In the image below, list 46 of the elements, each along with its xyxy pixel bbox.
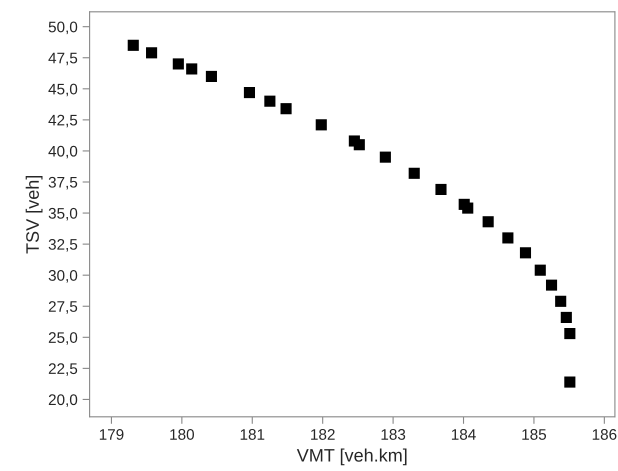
x-tick-label: 183 [382,429,406,440]
x-tick-label: 184 [452,429,476,440]
y-tick-label: 45,0 [48,84,78,96]
y-tick-label: 27,5 [48,301,78,314]
point [408,168,420,179]
point [534,264,546,276]
point [380,152,391,163]
point [280,103,292,114]
y-tick-label: 37,5 [48,176,78,190]
y-tick-label: 50,0 [48,22,78,34]
y-tick-label: 20,0 [48,394,78,407]
point [564,328,576,340]
y-tick-label: 35,0 [48,208,78,221]
point [172,58,184,70]
y-tick-label: 32,5 [48,238,78,252]
point [316,119,327,130]
x-tick-label: 182 [311,429,335,440]
point [560,312,572,323]
point [186,63,198,74]
point [128,40,139,51]
point [502,232,514,244]
y-tick-label: 30,0 [48,270,78,283]
y-tick-label: 47,5 [48,52,78,66]
x-tick-label: 180 [170,429,194,440]
point [482,216,494,228]
point [206,70,217,82]
point [264,96,276,107]
point [244,86,256,98]
point [146,47,158,58]
y-tick-label: 40,0 [48,146,78,158]
y-axis-title: TSV [veh] [26,176,43,254]
point [520,247,532,258]
x-tick-label: 181 [240,429,264,440]
point [435,184,447,196]
y-tick-label: 25,0 [48,332,78,345]
x-tick-label: 185 [522,429,546,440]
x-tick-label: 186 [592,429,616,440]
x-tick-label: 179 [100,429,124,440]
point [555,296,566,307]
x-axis-title: VMT [veh.km] [296,448,406,466]
y-tick-label: 22,5 [48,363,78,376]
y-tick-label: 42,5 [48,114,78,128]
point [546,280,558,291]
point [462,202,474,214]
point [564,376,576,388]
point [354,139,365,150]
